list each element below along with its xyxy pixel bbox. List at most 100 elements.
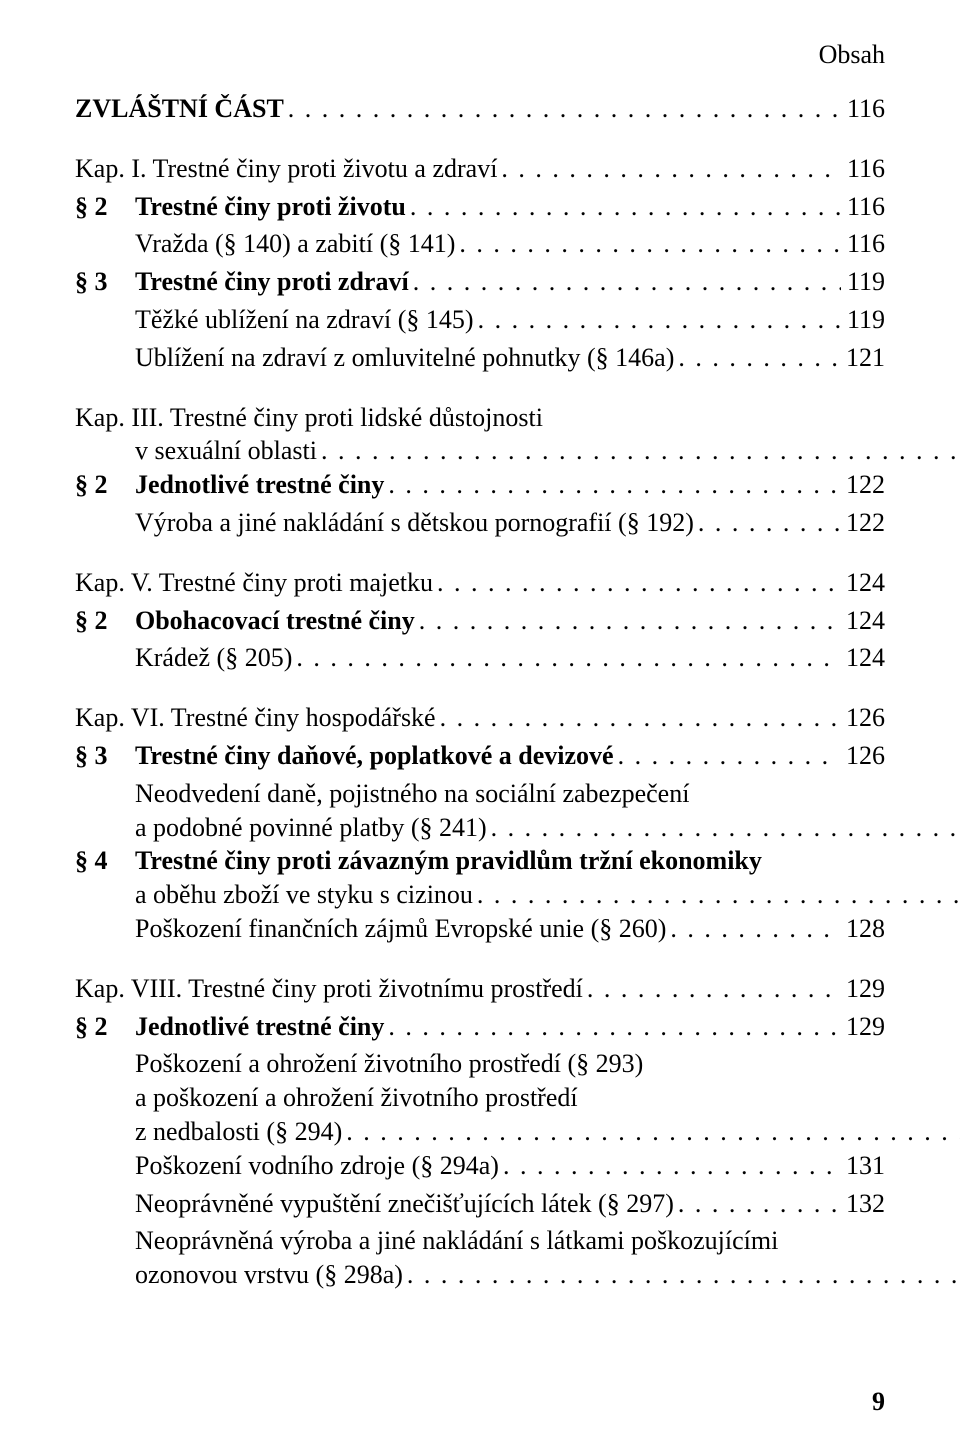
toc-leader-dots xyxy=(473,878,960,912)
toc-leader-dots xyxy=(384,1010,840,1044)
toc-label-line2: a poškození a ohrožení životního prostře… xyxy=(135,1081,960,1115)
toc-page-number: 122 xyxy=(840,468,885,502)
toc-leader-dots xyxy=(436,701,840,735)
toc-page-number: 129 xyxy=(840,972,885,1006)
toc-label-line1: Trestné činy proti závazným pravidlům tr… xyxy=(135,844,960,878)
toc-label: Poškození vodního zdroje (§ 294a) xyxy=(135,1149,499,1183)
toc-entry: § 2Obohacovací trestné činy 124 xyxy=(75,604,885,638)
toc-label-line2: a oběhu zboží ve styku s cizinou xyxy=(135,878,473,912)
toc-gap xyxy=(75,130,885,152)
toc-page-number: 119 xyxy=(841,265,885,299)
toc-label: Obohacovací trestné činy xyxy=(135,604,415,638)
toc-entry: Vražda (§ 140) a zabití (§ 141) 116 xyxy=(75,227,885,261)
toc-label-line1: Neoprávněná výroba a jiné nakládání s lá… xyxy=(135,1224,960,1258)
toc-entry-multiline: Neoprávněná výroba a jiné nakládání s lá… xyxy=(75,1224,885,1292)
toc-marker: § 2 xyxy=(75,1010,135,1044)
toc-leader-dots xyxy=(384,468,840,502)
toc-label: Poškození finančních zájmů Evropské unie… xyxy=(135,912,666,946)
toc-marker: § 3 xyxy=(75,265,135,299)
toc-leader-dots xyxy=(614,739,840,773)
toc-entry: Poškození vodního zdroje (§ 294a) 131 xyxy=(75,1149,885,1183)
toc-label: Trestné činy proti životu xyxy=(135,190,406,224)
toc-label: Kap. VIII. Trestné činy proti životnímu … xyxy=(75,972,583,1006)
toc-label: Krádež (§ 205) xyxy=(135,641,292,675)
toc-page-number: 129 xyxy=(840,1010,885,1044)
toc-label: Neoprávněné vypuštění znečišťujících lát… xyxy=(135,1187,674,1221)
toc-entry-multiline: Neodvedení daně, pojistného na sociální … xyxy=(75,777,885,845)
toc-label: Trestné činy proti zdraví xyxy=(135,265,409,299)
toc-marker: § 3 xyxy=(75,739,135,773)
toc-leader-dots xyxy=(674,1187,840,1221)
toc-entry: Těžké ublížení na zdraví (§ 145) 119 xyxy=(75,303,885,337)
toc-entry-multiline: § 4Trestné činy proti závazným pravidlům… xyxy=(75,844,885,912)
toc-entry: § 2Jednotlivé trestné činy 122 xyxy=(75,468,885,502)
toc-page-number: 116 xyxy=(841,92,885,126)
toc-leader-dots xyxy=(409,265,841,299)
toc-label: Vražda (§ 140) a zabití (§ 141) xyxy=(135,227,455,261)
toc-label: Kap. V. Trestné činy proti majetku xyxy=(75,566,433,600)
toc-page-number: 128 xyxy=(840,912,885,946)
toc-leader-dots xyxy=(497,152,841,186)
toc-marker: § 2 xyxy=(75,604,135,638)
toc-entry: ZVLÁŠTNÍ ČÁST 116 xyxy=(75,92,885,126)
toc-marker: § 2 xyxy=(75,468,135,502)
toc-page-number: 121 xyxy=(840,341,885,375)
toc-label-line1: Poškození a ohrožení životního prostředí… xyxy=(135,1047,960,1081)
toc-label-line3: z nedbalosti (§ 294) xyxy=(135,1115,342,1149)
toc-label: ZVLÁŠTNÍ ČÁST xyxy=(75,92,284,126)
toc-page-number: 124 xyxy=(840,566,885,600)
toc-label: Výroba a jiné nakládání s dětskou pornog… xyxy=(135,506,694,540)
toc-entry: § 2Trestné činy proti životu 116 xyxy=(75,190,885,224)
toc-entry: Kap. VI. Trestné činy hospodářské126 xyxy=(75,701,885,735)
toc-leader-dots xyxy=(342,1115,960,1149)
toc-page-number: 126 xyxy=(840,739,885,773)
toc-label: Kap. I. Trestné činy proti životu a zdra… xyxy=(75,152,497,186)
toc-label-line2: a podobné povinné platby (§ 241) xyxy=(135,811,487,845)
toc-leader-dots xyxy=(666,912,840,946)
toc-leader-dots xyxy=(317,434,960,468)
toc-entry: § 3Trestné činy daňové, poplatkové a dev… xyxy=(75,739,885,773)
toc-label: Trestné činy daňové, poplatkové a devizo… xyxy=(135,739,614,773)
toc-leader-dots xyxy=(403,1258,960,1292)
toc-page-number: 116 xyxy=(841,227,885,261)
toc-entry: Kap. I. Trestné činy proti životu a zdra… xyxy=(75,152,885,186)
toc-label: Těžké ublížení na zdraví (§ 145) xyxy=(135,303,474,337)
toc-page-number: 116 xyxy=(841,152,885,186)
toc-leader-dots xyxy=(583,972,840,1006)
toc-entry: § 3Trestné činy proti zdraví 119 xyxy=(75,265,885,299)
toc-leader-dots xyxy=(694,506,840,540)
toc-label: Jednotlivé trestné činy xyxy=(135,468,384,502)
toc-page-number: 124 xyxy=(840,604,885,638)
toc-gap xyxy=(75,544,885,566)
toc-page-number: 119 xyxy=(841,303,885,337)
toc-leader-dots xyxy=(455,227,841,261)
toc-entry: Ublížení na zdraví z omluvitelné pohnutk… xyxy=(75,341,885,375)
toc-label-line1: Neodvedení daně, pojistného na sociální … xyxy=(135,777,960,811)
toc-entry: Kap. V. Trestné činy proti majetku 124 xyxy=(75,566,885,600)
toc-page-number: 116 xyxy=(841,190,885,224)
toc-leader-dots xyxy=(415,604,840,638)
toc-gap xyxy=(75,379,885,401)
toc-page-number: 131 xyxy=(840,1149,885,1183)
toc-entry-multiline: Poškození a ohrožení životního prostředí… xyxy=(75,1047,885,1148)
toc-label-line2: v sexuální oblasti xyxy=(75,434,317,468)
toc-entry-multiline: Kap. III. Trestné činy proti lidské důst… xyxy=(75,401,885,469)
toc-label: Jednotlivé trestné činy xyxy=(135,1010,384,1044)
toc-leader-dots xyxy=(474,303,841,337)
toc-marker: § 2 xyxy=(75,190,135,224)
toc-label-line1: Kap. III. Trestné činy proti lidské důst… xyxy=(75,401,960,435)
toc-entry: § 2Jednotlivé trestné činy 129 xyxy=(75,1010,885,1044)
toc-page-number: 132 xyxy=(840,1187,885,1221)
toc-entry: Neoprávněné vypuštění znečišťujících lát… xyxy=(75,1187,885,1221)
toc-leader-dots xyxy=(499,1149,840,1183)
table-of-contents: ZVLÁŠTNÍ ČÁST 116 Kap. I. Trestné činy pro… xyxy=(75,92,885,1292)
toc-page-number: 122 xyxy=(840,506,885,540)
toc-leader-dots xyxy=(292,641,840,675)
running-head: Obsah xyxy=(75,40,885,70)
toc-gap xyxy=(75,679,885,701)
toc-entry: Krádež (§ 205) 124 xyxy=(75,641,885,675)
toc-gap xyxy=(75,950,885,972)
toc-page-number: 124 xyxy=(840,641,885,675)
toc-leader-dots xyxy=(487,811,960,845)
page-number: 9 xyxy=(872,1387,885,1417)
